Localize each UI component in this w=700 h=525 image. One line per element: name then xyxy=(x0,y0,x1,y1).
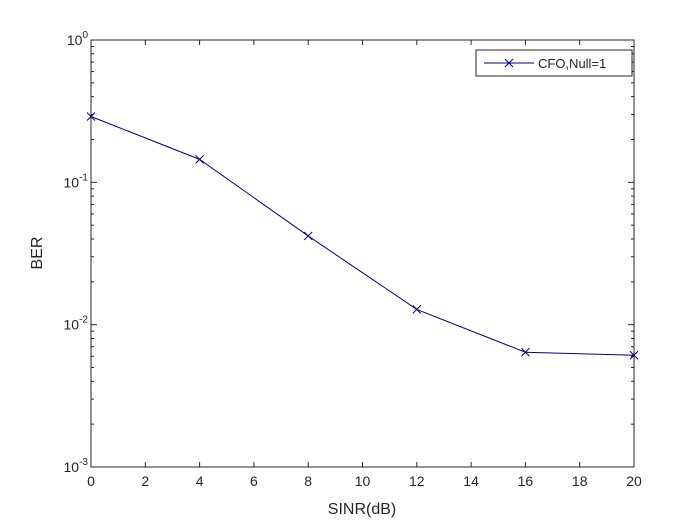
data-point-marker xyxy=(303,231,313,241)
x-tick-label: 18 xyxy=(572,473,588,489)
data-point-marker xyxy=(86,112,96,121)
series-line xyxy=(90,116,635,356)
plot-area xyxy=(90,39,635,468)
y-tick-label: 10-3 xyxy=(64,457,89,475)
x-tick-label: 14 xyxy=(463,473,479,489)
x-tick-label: 20 xyxy=(626,473,642,489)
legend-x-marker xyxy=(504,58,514,68)
x-tick-label: 6 xyxy=(250,473,258,489)
y-tick-label: 10-1 xyxy=(64,172,89,190)
x-axis-ticks: 0 2 4 6 8 10 12 14 16 18 20 xyxy=(87,40,642,489)
x-tick-label: 16 xyxy=(518,473,534,489)
y-axis-ticks: 100 10-1 10-2 10-3 xyxy=(64,30,634,475)
x-tick-label: 10 xyxy=(355,473,371,489)
x-tick-label: 4 xyxy=(196,473,204,489)
y-tick-label: 10-2 xyxy=(64,315,89,333)
data-point-marker xyxy=(195,155,204,164)
x-axis-label: SINR(dB) xyxy=(328,501,396,518)
x-tick-label: 8 xyxy=(304,473,312,489)
legend-label: CFO,Null=1 xyxy=(538,56,606,71)
series-layer xyxy=(86,112,639,360)
x-tick-label: 12 xyxy=(409,473,425,489)
y-tick-label: 100 xyxy=(67,30,89,48)
y-axis-label: BER xyxy=(29,237,46,270)
data-point-marker xyxy=(521,347,530,357)
data-point-marker xyxy=(629,350,639,360)
data-point-marker xyxy=(412,305,422,314)
x-tick-label: 2 xyxy=(141,473,149,489)
legend: CFO,Null=1 xyxy=(475,49,633,77)
x-tick-label: 0 xyxy=(87,473,95,489)
